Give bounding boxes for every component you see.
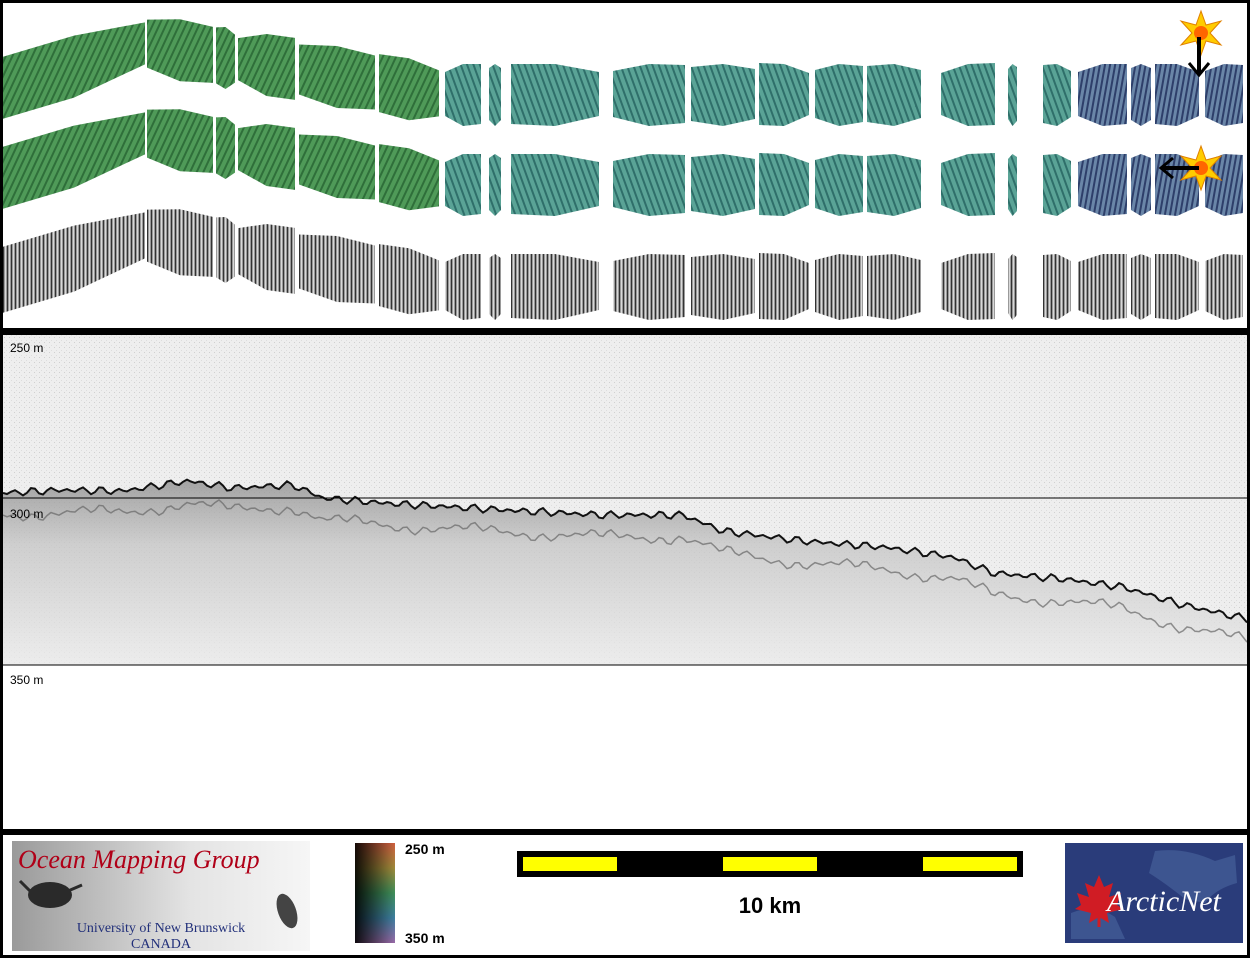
colorbar-bottom-label: 350 m <box>405 930 445 946</box>
swath-segment <box>3 212 145 313</box>
subbottom-profile <box>2 335 1248 666</box>
swath-segment <box>445 254 481 320</box>
swath-segment <box>489 154 501 216</box>
swath-segment <box>1131 154 1151 216</box>
swath-segment <box>489 254 501 320</box>
swath-segment <box>511 254 599 320</box>
swath-segment <box>1131 254 1151 320</box>
swath-segment <box>299 134 375 200</box>
swath-segment <box>1008 254 1017 320</box>
legend-panel: Ocean Mapping Group University of New Br… <box>3 835 1247 955</box>
swath-segment <box>941 63 995 126</box>
depth-colorbar <box>355 843 395 943</box>
swath-segment <box>941 253 995 320</box>
swath-segment <box>815 64 863 126</box>
swath-segment <box>759 153 809 216</box>
sun-illumination-icon-mid <box>1179 144 1223 192</box>
swath-segment <box>3 112 145 209</box>
swath-segment <box>691 64 755 126</box>
swath-segment <box>379 244 439 315</box>
swath-segment <box>299 44 375 110</box>
swath-segment <box>216 217 235 284</box>
swath-segment <box>445 154 481 216</box>
swath-segment <box>815 254 863 320</box>
swath-imagery <box>3 9 1243 320</box>
swath-segment <box>1205 64 1243 126</box>
omg-university: University of New Brunswick <box>76 921 246 936</box>
swath-segment <box>613 64 685 126</box>
swath-segment <box>511 64 599 126</box>
arrow-down-icon <box>1187 37 1211 78</box>
swath-segment <box>613 154 685 216</box>
swath-segment <box>299 234 375 304</box>
arrow-left-icon <box>1158 156 1199 180</box>
sediment-reflectors <box>3 479 1247 665</box>
swath-segment <box>759 63 809 126</box>
swath-segment <box>1078 64 1127 126</box>
swath-segment <box>1043 154 1071 216</box>
swath-segment <box>1043 64 1071 126</box>
arcticnet-logo: ArcticNet <box>1065 843 1243 943</box>
swath-segment <box>3 22 145 119</box>
scale-segment-1 <box>523 857 617 871</box>
omg-title: Ocean Mapping Group <box>18 845 260 874</box>
swath-segment <box>1008 64 1017 126</box>
swath-segment <box>1078 254 1127 320</box>
swath-segment <box>1155 254 1199 320</box>
colorbar-top-label: 250 m <box>405 841 445 857</box>
swath-segment <box>759 253 809 320</box>
swath-segment <box>867 154 921 216</box>
omg-logo-artwork <box>12 841 310 951</box>
swath-segment <box>1155 64 1199 126</box>
swath-segment <box>1205 254 1243 320</box>
depth-label-350: 350 m <box>10 673 44 687</box>
swath-segment <box>867 64 921 126</box>
swath-segment <box>691 254 755 320</box>
swath-rows <box>3 19 1243 320</box>
swath-segment <box>216 27 235 90</box>
swath-segment <box>1131 64 1151 126</box>
swath-segment <box>216 117 235 180</box>
scale-bar <box>517 851 1023 877</box>
swath-segment <box>691 154 755 216</box>
scale-segment-3 <box>723 857 817 871</box>
swath-segment <box>238 123 295 190</box>
swath-segment <box>867 254 921 320</box>
swath-segment <box>147 19 213 83</box>
arcticnet-text: ArcticNet <box>1105 885 1222 918</box>
swath-segment <box>147 209 213 277</box>
swath-segment <box>445 64 481 126</box>
swath-segment <box>1043 254 1071 320</box>
swath-segment <box>613 254 685 320</box>
swath-segment <box>238 223 295 294</box>
depth-label-250: 250 m <box>10 341 44 355</box>
seabed-reflector-line <box>2 478 1248 624</box>
swath-segment <box>1078 154 1127 216</box>
scale-segment-5 <box>923 857 1017 871</box>
subbottom-profile-panel: 250 m 300 m 350 m <box>2 335 1248 829</box>
omg-country: CANADA <box>131 937 191 951</box>
swath-segment <box>379 144 439 211</box>
swath-segment <box>238 33 295 100</box>
subbottom-reflector-line <box>2 499 1248 643</box>
swath-imagery-panel <box>3 3 1247 328</box>
swath-segment <box>1205 154 1243 216</box>
swath-segment <box>147 109 213 173</box>
maple-leaf-icon <box>1075 875 1123 927</box>
swath-segment <box>815 154 863 216</box>
swath-segment <box>941 153 995 216</box>
swath-segment <box>379 54 439 121</box>
ocean-mapping-group-logo: Ocean Mapping Group University of New Br… <box>12 841 310 951</box>
depth-label-300: 300 m <box>10 507 44 521</box>
swath-segment <box>489 64 501 126</box>
swath-segment <box>1008 154 1017 216</box>
scale-label: 10 km <box>738 893 802 918</box>
swath-segment <box>511 154 599 216</box>
